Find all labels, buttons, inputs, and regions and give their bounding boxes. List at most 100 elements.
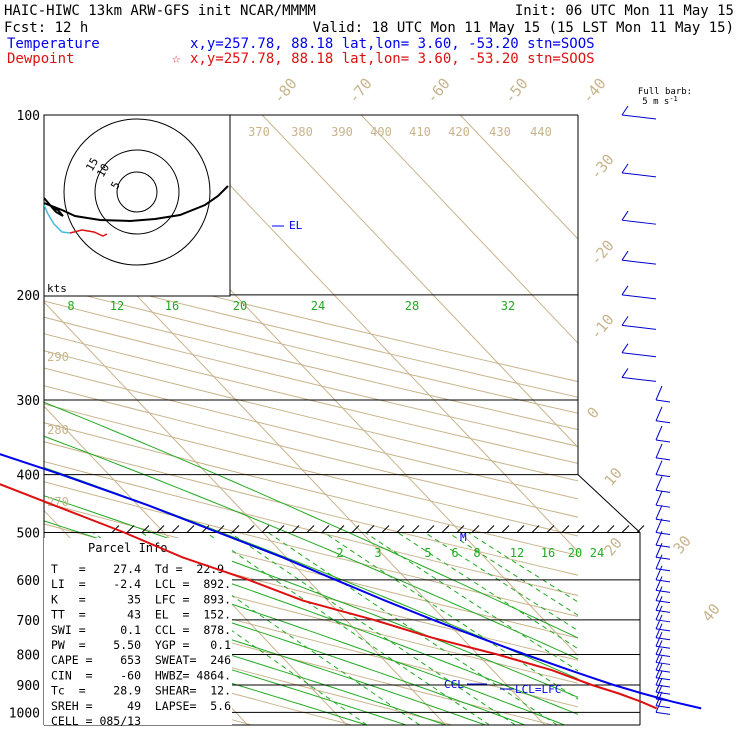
level-hatch [531, 525, 540, 533]
mixing-ratio-line [364, 532, 578, 672]
mixing-ratio-line [92, 532, 368, 725]
pressure-tick-label: 400 [17, 469, 40, 484]
theta-label: 380 [291, 125, 313, 139]
dry-adiabat-line [44, 441, 578, 576]
parcel-info-background [44, 538, 232, 725]
level-hatch [366, 525, 375, 533]
hodograph-ring-10 [94, 149, 180, 235]
parcel-annotations: EL M CCL LCL=LFC [272, 219, 561, 696]
hodograph-trace-loop [44, 197, 64, 217]
theta-label: 280 [47, 423, 69, 437]
level-hatch [141, 525, 150, 533]
mixing-ratio-label: 28 [405, 299, 419, 313]
parcel-info-row: K = 35 LFC = 893. [51, 592, 231, 606]
wind-barb [621, 285, 657, 300]
moist-adiabat-line [44, 597, 446, 725]
mixing-ratio-label: 24 [311, 299, 325, 313]
parcel-info-row: CAPE = 653 SWEAT= 246 [51, 653, 231, 667]
isotherm-label: -80 [270, 75, 301, 107]
el-label: EL [289, 219, 303, 232]
isotherm-line [162, 115, 578, 553]
isotherm-line [261, 115, 578, 449]
pressure-tick-label: 600 [17, 574, 40, 589]
level-hatch [291, 525, 300, 533]
mixing-ratio-line [467, 532, 578, 603]
isotherm-label: -10 [587, 311, 618, 343]
wind-barb [655, 691, 671, 709]
parcel-info-row: PW = 5.50 YGP = 0.1 [51, 638, 231, 652]
mixing-ratio-line [447, 532, 578, 616]
level-hatch [201, 525, 210, 533]
mixing-ratio-label: 16 [541, 546, 555, 560]
barb-legend-units: 5 m s-1 [642, 95, 678, 107]
level-hatch [216, 525, 225, 533]
level-hatch [336, 525, 345, 533]
isotherm-label: -40 [579, 75, 610, 107]
mixing-ratio-label: 8 [473, 546, 480, 560]
mixing-ratio-lines [44, 401, 578, 725]
mixing-ratio-label: 5 [424, 546, 431, 560]
mixing-ratio-label: 24 [590, 546, 604, 560]
hodograph: 15 10 5 kts [43, 114, 231, 297]
wind-barb [655, 425, 671, 443]
wind-barb [621, 368, 657, 382]
isotherm-label: 20 [600, 534, 625, 559]
moist-adiabat-line [44, 520, 578, 715]
theta-label: 420 [448, 125, 470, 139]
isotherm-label: -50 [501, 75, 532, 107]
wind-barb [655, 490, 671, 508]
dewpoint-location: x,y=257.78, 88.18 lat,lon= 3.60, -53.20 … [190, 51, 595, 67]
dry-adiabat-line [44, 284, 578, 414]
hodograph-frame [43, 114, 231, 297]
wind-barb [655, 596, 671, 613]
parcel-info-row: T = 27.4 Td = 22.9 [51, 562, 224, 576]
wind-barb [621, 316, 657, 330]
wind-barb [655, 586, 671, 604]
hodograph-ring-5 [116, 171, 158, 213]
isotherm-label: 0 [583, 404, 603, 422]
mixing-ratio-label: 8 [67, 299, 74, 313]
pressure-tick-label: 900 [17, 679, 40, 694]
level-hatch [306, 525, 315, 533]
hodograph-trace-cyan [44, 204, 71, 234]
wind-barb [655, 640, 671, 657]
isotherm-label: -70 [345, 75, 376, 107]
parcel-info-row: TT = 43 EL = 152. [51, 608, 231, 622]
hodograph-ring-label-10: 10 [94, 162, 112, 180]
parcel-info-row: Tc = 28.9 SHEAR= 12. [51, 684, 231, 698]
wind-barb [655, 518, 671, 536]
moist-adiabat-line [44, 401, 578, 639]
wind-barb [655, 554, 671, 572]
dry-adiabat-line [44, 316, 578, 447]
level-hatch [561, 525, 570, 533]
theta-label: 430 [489, 125, 511, 139]
moist-adiabat-line [44, 612, 407, 725]
theta-label: 290 [47, 350, 69, 364]
parcel-info-row: CELL = 085/13 [51, 714, 141, 728]
wind-barb [655, 443, 671, 461]
dry-adiabat-line [44, 591, 553, 725]
wind-barb [655, 476, 671, 493]
pressure-tick-label: 100 [17, 109, 40, 124]
parcel-info-row: SREH = 49 LAPSE= 5.6 [51, 699, 231, 713]
theta-label: 400 [370, 125, 392, 139]
pressure-tick-label: 800 [17, 648, 40, 663]
isotherm-line [44, 718, 51, 725]
level-hatch [426, 525, 435, 533]
parcel-info-row: CIN = -60 HWBZ= 4864. [51, 668, 231, 682]
wind-barb [621, 105, 657, 120]
mixing-ratio-line [397, 532, 578, 650]
dry-adiabat-line [44, 568, 578, 708]
pressure-tick-label: 500 [17, 527, 40, 542]
isotherm-line [459, 115, 578, 240]
moist-adiabat-line [44, 626, 367, 725]
hodograph-trace-black [44, 185, 229, 223]
level-hatch [516, 525, 525, 533]
wind-barb [655, 505, 671, 522]
level-hatch [351, 525, 360, 533]
valid-time: Valid: 18 UTC Mon 11 May 15 (15 LST Mon … [313, 20, 734, 36]
wind-barb [655, 576, 671, 593]
dry-adiabat-line [44, 300, 578, 431]
level-hatch [411, 525, 420, 533]
